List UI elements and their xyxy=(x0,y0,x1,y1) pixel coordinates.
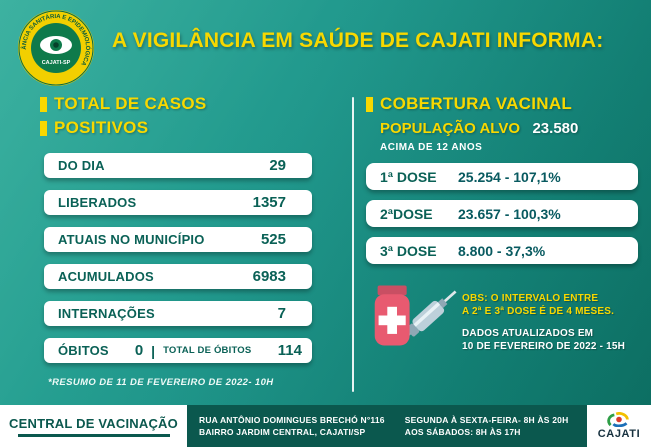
vaccination-title: COBERTURA VACINAL xyxy=(366,94,638,114)
total-deaths-value: 114 xyxy=(277,342,302,359)
stat-value: 7 xyxy=(277,305,286,322)
dose-row-1: 1ª DOSE 25.254 - 107,1% xyxy=(366,163,638,190)
updated-line2: 10 DE FEVEREIRO DE 2022 - 15H xyxy=(462,341,626,352)
deaths-value: 0 xyxy=(134,342,144,359)
interval-observation: OBS: O INTERVALO ENTRE A 2ª E 3ª DOSE É … xyxy=(462,292,638,318)
vaccination-notes: OBS: O INTERVALO ENTRE A 2ª E 3ª DOSE É … xyxy=(462,274,638,358)
city-logo-box: CAJATI xyxy=(587,405,651,447)
cases-title-text1: TOTAL DE CASOS xyxy=(54,94,207,113)
hours-line2: AOS SÁBADOS: 8H ÀS 17H xyxy=(404,427,521,437)
total-deaths-label: TOTAL DE ÓBITOS xyxy=(163,345,252,356)
footer-bar: CENTRAL DE VACINAÇÃO RUA ANTÔNIO DOMINGU… xyxy=(0,405,651,447)
yellow-bar-icon xyxy=(40,120,47,136)
vaccination-title-text: COBERTURA VACINAL xyxy=(380,94,573,113)
target-population-label: POPULAÇÃO ALVO xyxy=(380,120,521,137)
vaccination-footer: OBS: O INTERVALO ENTRE A 2ª E 3ª DOSE É … xyxy=(366,274,638,358)
dose-value: 8.800 - 37,3% xyxy=(458,242,546,259)
dose-label: 1ª DOSE xyxy=(380,168,437,185)
address-block: RUA ANTÔNIO DOMINGUES BRECHÓ N°116 BAIRR… xyxy=(199,414,385,438)
cajati-emblem-icon xyxy=(607,412,629,427)
stat-row-hospitalizations: INTERNAÇÕES 7 xyxy=(44,301,312,326)
dose-value: 23.657 - 100,3% xyxy=(458,205,561,222)
stat-row-daily: DO DIA 29 xyxy=(44,153,312,178)
vaccine-vial-syringe-icon xyxy=(374,285,457,346)
stat-row-current: ATUAIS NO MUNICÍPIO 525 xyxy=(44,227,312,252)
stat-label: INTERNAÇÕES xyxy=(58,306,155,321)
stat-label: DO DIA xyxy=(58,158,105,173)
hours-block: SEGUNDA À SEXTA-FEIRA- 8H ÀS 20H AOS SÁB… xyxy=(405,414,569,438)
badge-center-text: CAJATI-SP xyxy=(42,60,71,66)
stat-row-released: LIBERADOS 1357 xyxy=(44,190,312,215)
updated-line1: DADOS ATUALIZADOS EM xyxy=(462,328,594,339)
stat-value: 29 xyxy=(269,157,286,174)
target-population: POPULAÇÃO ALVO 23.580 xyxy=(380,120,638,138)
stat-row-accumulated: ACUMULADOS 6983 xyxy=(44,264,312,289)
cases-title-text2: POSITIVOS xyxy=(54,118,149,137)
deaths-separator: | xyxy=(151,342,156,359)
target-population-subtitle: ACIMA DE 12 ANOS xyxy=(380,142,483,153)
city-logo-text: CAJATI xyxy=(597,428,641,440)
vaccination-section: COBERTURA VACINAL POPULAÇÃO ALVO 23.580 … xyxy=(366,94,638,358)
underline-divider xyxy=(17,433,170,437)
vaccination-center-label: CENTRAL DE VACINAÇÃO xyxy=(9,415,178,431)
stat-value: 1357 xyxy=(252,194,286,211)
stat-value: 525 xyxy=(260,231,286,248)
page-title: A VIGILÂNCIA EM SAÚDE DE CAJATI INFORMA: xyxy=(112,29,604,52)
stat-value: 6983 xyxy=(252,268,286,285)
stat-label: ATUAIS NO MUNICÍPIO xyxy=(58,232,205,247)
dose-row-2: 2ªDOSE 23.657 - 100,3% xyxy=(366,200,638,227)
vaccination-center-box: CENTRAL DE VACINAÇÃO xyxy=(0,405,187,447)
dose-value: 25.254 - 107,1% xyxy=(458,168,561,185)
cases-title: TOTAL DE CASOS POSITIVOS xyxy=(40,94,207,142)
footer-info-band: RUA ANTÔNIO DOMINGUES BRECHÓ N°116 BAIRR… xyxy=(187,405,587,447)
yellow-bar-icon xyxy=(40,96,47,112)
cases-title-line1: TOTAL DE CASOS xyxy=(40,94,207,114)
summary-note: *RESUMO DE 11 DE FEVEREIRO DE 2022- 10H xyxy=(48,377,274,388)
obs-line2: A 2ª E 3ª DOSE É DE 4 MESES. xyxy=(462,306,615,317)
obs-line1: OBS: O INTERVALO ENTRE xyxy=(462,293,599,304)
vigilancia-badge-logo: VIGILÂNCIA SANITÁRIA E EPIDEMIOLÓGICA CA… xyxy=(14,4,96,88)
cases-title-line2: POSITIVOS xyxy=(40,118,207,138)
address-line1: RUA ANTÔNIO DOMINGUES BRECHÓ N°116 xyxy=(199,415,385,425)
hours-line1: SEGUNDA À SEXTA-FEIRA- 8H ÀS 20H xyxy=(404,415,569,425)
cases-rows: DO DIA 29 LIBERADOS 1357 ATUAIS NO MUNIC… xyxy=(44,153,312,375)
address-line2: BAIRRO JARDIM CENTRAL, CAJATI/SP xyxy=(199,427,366,437)
stat-row-deaths: ÓBITOS 0 | TOTAL DE ÓBITOS 114 xyxy=(44,338,312,363)
yellow-bar-icon xyxy=(366,96,373,112)
data-updated: DADOS ATUALIZADOS EM 10 DE FEVEREIRO DE … xyxy=(462,327,638,353)
target-population-value: 23.580 xyxy=(532,120,579,137)
vaccine-illustration xyxy=(366,274,458,358)
stat-label: LIBERADOS xyxy=(58,195,137,210)
dose-label: 3ª DOSE xyxy=(380,242,437,259)
stat-label: ACUMULADOS xyxy=(58,269,154,284)
vigilancia-badge-icon: VIGILÂNCIA SANITÁRIA E EPIDEMIOLÓGICA CA… xyxy=(14,4,94,86)
column-divider xyxy=(352,97,354,392)
deaths-label: ÓBITOS xyxy=(58,343,109,358)
dose-label: 2ªDOSE xyxy=(380,205,433,222)
dose-row-3: 3ª DOSE 8.800 - 37,3% xyxy=(366,237,638,264)
